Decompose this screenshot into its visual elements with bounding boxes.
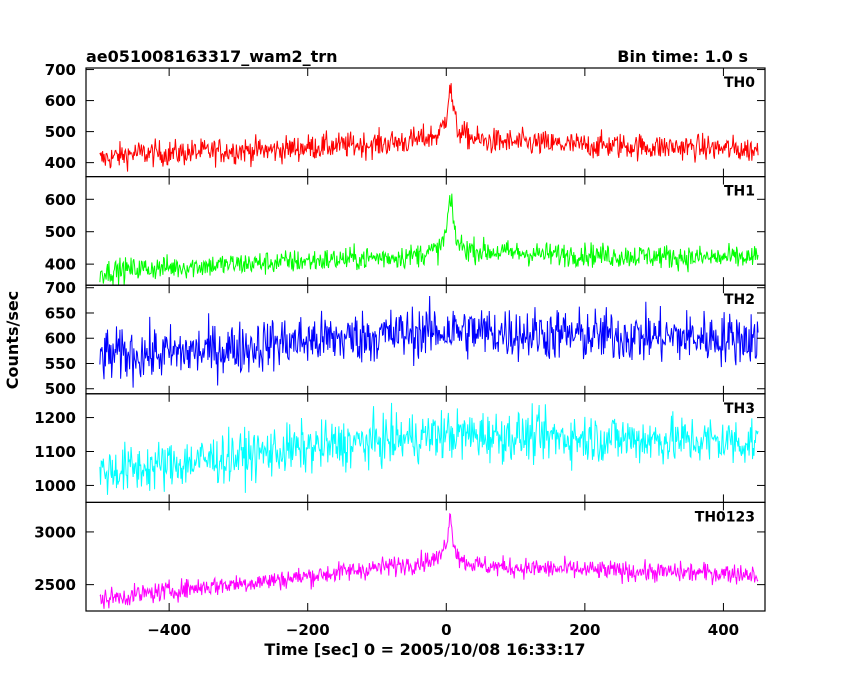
x-tick-label: 0 bbox=[441, 621, 451, 639]
y-axis-label: Counts/sec bbox=[3, 291, 22, 389]
y-tick-label: 500 bbox=[45, 123, 76, 141]
y-tick-label: 3000 bbox=[34, 523, 76, 541]
panels-group: 400 500 600 700 TH0 400 500 600 TH1 500 550 600 650 7… bbox=[34, 61, 766, 612]
y-tick-label: 400 bbox=[45, 154, 76, 172]
panel-th3: 1000 1100 1200 TH3 bbox=[34, 393, 766, 503]
y-tick-label: 500 bbox=[45, 380, 76, 398]
panel-label: TH2 bbox=[724, 292, 755, 308]
y-tick-label: 400 bbox=[45, 256, 76, 274]
y-tick-label: 600 bbox=[45, 191, 76, 209]
x-tick-label: −400 bbox=[147, 621, 191, 639]
panel-th0123: 2500 3000 TH0123 bbox=[34, 501, 766, 612]
x-tick-label: −200 bbox=[286, 621, 330, 639]
series-line-th2 bbox=[99, 295, 759, 388]
y-tick-label: 550 bbox=[45, 355, 76, 373]
panel-th1: 400 500 600 TH1 bbox=[45, 176, 766, 286]
panel-label: TH1 bbox=[724, 184, 755, 200]
bin-time-label: Bin time: 1.0 s bbox=[617, 47, 748, 66]
y-tick-label: 1100 bbox=[34, 443, 76, 461]
panel-th2: 500 550 600 650 700 TH2 bbox=[45, 279, 766, 398]
y-tick-label: 1200 bbox=[34, 409, 76, 427]
panel-label: TH3 bbox=[724, 401, 755, 417]
series-line-th0 bbox=[99, 83, 759, 172]
panel-frame bbox=[85, 393, 766, 503]
x-axis: −400 −200 0 200 400 bbox=[147, 621, 739, 639]
y-tick-label: 700 bbox=[45, 279, 76, 297]
series-line-th3 bbox=[99, 402, 759, 495]
y-tick-label: 600 bbox=[45, 92, 76, 110]
chart-title: ae051008163317_wam2_trn bbox=[86, 47, 338, 66]
y-tick-label: 500 bbox=[45, 223, 76, 241]
panel-label: TH0123 bbox=[695, 509, 755, 525]
y-tick-label: 1000 bbox=[34, 477, 76, 495]
panel-label: TH0 bbox=[724, 75, 755, 91]
panel-th0: 400 500 600 700 TH0 bbox=[45, 61, 766, 178]
x-tick-label: 400 bbox=[708, 621, 739, 639]
y-tick-label: 650 bbox=[45, 304, 76, 322]
series-line-th1 bbox=[99, 193, 759, 286]
x-tick-label: 200 bbox=[569, 621, 600, 639]
y-tick-label: 2500 bbox=[34, 576, 76, 594]
x-axis-label: Time [sec] 0 = 2005/10/08 16:33:17 bbox=[264, 640, 585, 659]
panel-frame bbox=[85, 501, 766, 612]
series-line-th0123 bbox=[99, 512, 759, 609]
y-tick-label: 600 bbox=[45, 330, 76, 348]
y-tick-label: 700 bbox=[45, 61, 76, 79]
panel-frame bbox=[85, 67, 766, 178]
